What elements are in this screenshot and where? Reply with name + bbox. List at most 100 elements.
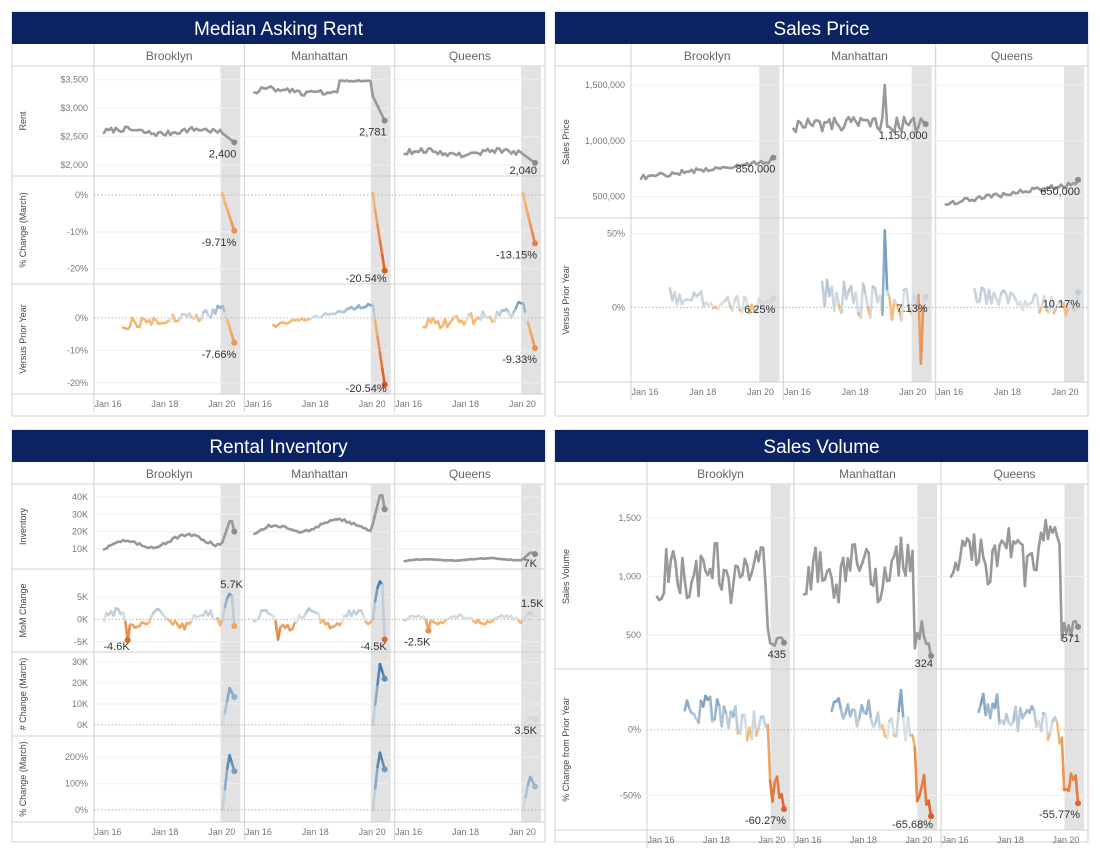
series-mom-change-brooklyn: -4.6K 5.7K xyxy=(102,579,244,653)
series-segment xyxy=(1030,551,1036,571)
series-segment xyxy=(906,716,912,737)
end-point xyxy=(928,652,934,659)
value-label: 650,000 xyxy=(1040,186,1080,198)
series-sales-price-manhattan: 1,150,000 xyxy=(792,83,929,142)
x-tick-label: Jan 18 xyxy=(151,827,178,837)
series-segment xyxy=(757,546,763,563)
value-label: -13.15% xyxy=(496,249,537,261)
y-tick-label: 0K xyxy=(77,720,88,730)
series-segment xyxy=(1055,721,1061,745)
value-label: -9.71% xyxy=(201,237,236,249)
series-segment xyxy=(895,116,901,129)
end-point xyxy=(922,121,929,128)
series-segment xyxy=(371,787,377,812)
series-segment xyxy=(228,326,234,337)
series-pct-change-march-manhattan xyxy=(371,751,388,812)
end-point xyxy=(1075,176,1081,183)
series-segment xyxy=(913,745,919,803)
value-label: 6.25% xyxy=(744,304,775,316)
end-point xyxy=(231,768,238,775)
series-segment xyxy=(766,723,772,783)
series-segment xyxy=(1006,291,1012,305)
shaded-period-1 xyxy=(917,484,937,830)
series-segment xyxy=(378,239,384,257)
x-tick-label: Jan 16 xyxy=(936,387,963,397)
series-segment xyxy=(223,596,229,609)
series-segment xyxy=(701,558,707,573)
y-tick-label: 1,500 xyxy=(618,513,641,523)
series-segment xyxy=(855,716,861,728)
y-tick-label: -50% xyxy=(620,791,641,801)
series-segment xyxy=(225,318,231,329)
series-segment xyxy=(757,716,763,730)
end-point xyxy=(231,339,238,346)
series-segment xyxy=(913,631,919,650)
panel-sales-volume: Sales Volume Brooklyn Manhattan Queens Sales… xyxy=(554,429,1089,848)
series-segment xyxy=(1035,546,1041,572)
end-point xyxy=(231,694,238,701)
shaded-period-2 xyxy=(1064,484,1084,830)
series-segment xyxy=(230,594,236,628)
value-label: 435 xyxy=(768,649,786,661)
series-segment xyxy=(775,775,781,799)
series-segment xyxy=(878,587,884,601)
series-segment xyxy=(371,600,377,621)
series-segment xyxy=(1055,535,1061,546)
y-tick-label: 0K xyxy=(77,614,88,624)
panel-frame xyxy=(554,429,1089,843)
series-pct-change-march-queens: -13.15% xyxy=(496,191,538,261)
x-tick-label: Jan 18 xyxy=(151,399,178,409)
y-tick-label: 0% xyxy=(75,313,88,323)
y-tick-label: 0% xyxy=(75,805,88,815)
end-point xyxy=(532,783,538,790)
x-tick-label: Jan 16 xyxy=(94,399,121,409)
series-segment xyxy=(373,683,379,706)
y-tick-label: 10K xyxy=(72,544,88,554)
series-segment xyxy=(736,565,742,579)
end-point xyxy=(781,806,787,813)
y-tick-label: $3,500 xyxy=(60,75,88,85)
series-segment xyxy=(729,584,735,605)
end-point xyxy=(532,616,538,623)
value-label: 2,781 xyxy=(359,127,387,139)
series-segment xyxy=(771,780,777,803)
value-label: 850,000 xyxy=(736,164,776,176)
y-tick-label: -5K xyxy=(74,637,88,647)
series-segment xyxy=(711,542,717,580)
series-segment xyxy=(371,513,377,526)
series-segment xyxy=(373,319,379,339)
x-tick-label: Jan 20 xyxy=(1052,387,1079,397)
series-sales-price-brooklyn: 850,000 xyxy=(639,154,777,181)
series-segment xyxy=(376,223,382,242)
series-segment xyxy=(881,724,887,737)
series-segment xyxy=(984,563,990,586)
shaded-period-2 xyxy=(521,484,541,822)
series-segment xyxy=(890,716,896,737)
x-tick-label: Jan 20 xyxy=(208,399,235,409)
series-segment xyxy=(973,287,979,304)
series-segment xyxy=(978,286,984,304)
panel-title: Median Asking Rent xyxy=(194,19,364,40)
series-segment xyxy=(734,704,740,735)
shaded-period-2 xyxy=(1063,66,1084,382)
value-label: -4.6K xyxy=(103,641,130,653)
series-segment xyxy=(995,693,1001,725)
x-tick-label: Jan 18 xyxy=(452,827,479,837)
series-segment xyxy=(956,556,962,572)
series-segment xyxy=(752,710,758,738)
end-point xyxy=(532,159,538,166)
x-tick-label: Jan 18 xyxy=(703,835,730,845)
end-point xyxy=(1075,800,1081,807)
y-tick-label: 5K xyxy=(77,592,88,602)
y-tick-label: 20K xyxy=(72,527,88,537)
y-tick-label: $2,500 xyxy=(60,132,88,142)
y-tick-label: 30K xyxy=(72,657,88,667)
series-segment xyxy=(869,285,875,320)
series-segment xyxy=(740,295,746,314)
series-sales-volume-queens: 571 xyxy=(949,518,1081,645)
series-segment xyxy=(380,583,386,641)
series-segment xyxy=(223,699,229,714)
series-pct-change-prior-year-manhattan: -65.68% xyxy=(830,688,934,831)
series-segment xyxy=(750,562,756,575)
